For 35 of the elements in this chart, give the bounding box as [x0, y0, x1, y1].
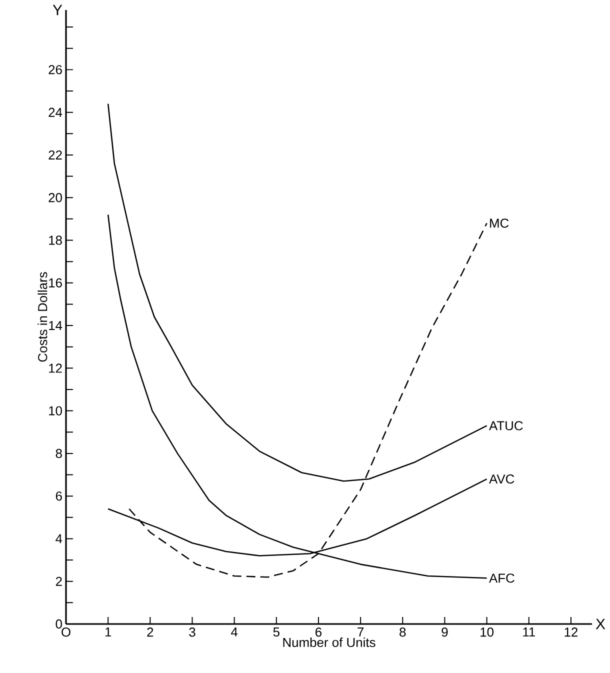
y-tick-label: 10: [49, 406, 62, 416]
y-tick-label: 0: [56, 619, 62, 629]
series-label: ATUC: [489, 421, 523, 430]
y-tick-label: 24: [48, 108, 62, 117]
text: X: [596, 618, 606, 630]
x-tick-label: 11: [523, 628, 535, 636]
y-tick-label: 22: [48, 150, 62, 160]
series-label: MC: [490, 218, 509, 228]
x-tick-label: O: [62, 628, 70, 637]
x-tick-label: 6: [316, 628, 322, 637]
x-tick-label: 10: [480, 628, 494, 637]
series-label: AFC: [489, 574, 514, 583]
y-tick-label: 26: [48, 65, 62, 74]
x-tick-label: 3: [189, 628, 196, 637]
y-tick-label: 6: [56, 491, 62, 501]
y-tick-label: 18: [49, 236, 62, 245]
x-tick-label: 2: [147, 628, 154, 637]
y-tick-label: 12: [49, 364, 62, 373]
x-axis-title: Number of Units: [283, 638, 376, 648]
x-tick-label: 4: [231, 628, 238, 636]
series-label: AVC: [489, 474, 514, 484]
y-tick-label: 4: [56, 534, 62, 544]
x-tick-label: 9: [442, 628, 448, 637]
x-tick-label: 12: [564, 628, 578, 637]
x-tick-label: 5: [273, 628, 280, 637]
x-tick-label: 1: [105, 628, 112, 636]
x-tick-label: 7: [358, 628, 364, 636]
y-tick-label: 20: [48, 193, 62, 202]
y-tick-label: 2: [56, 576, 62, 586]
y-tick-label: 8: [56, 448, 62, 458]
y-tick-label: 16: [49, 278, 62, 288]
y-axis-title: Costs in Dollars: [38, 272, 48, 362]
text: Y: [52, 4, 62, 16]
x-tick-label: 8: [400, 628, 406, 637]
y-tick-label: 14: [49, 321, 62, 330]
